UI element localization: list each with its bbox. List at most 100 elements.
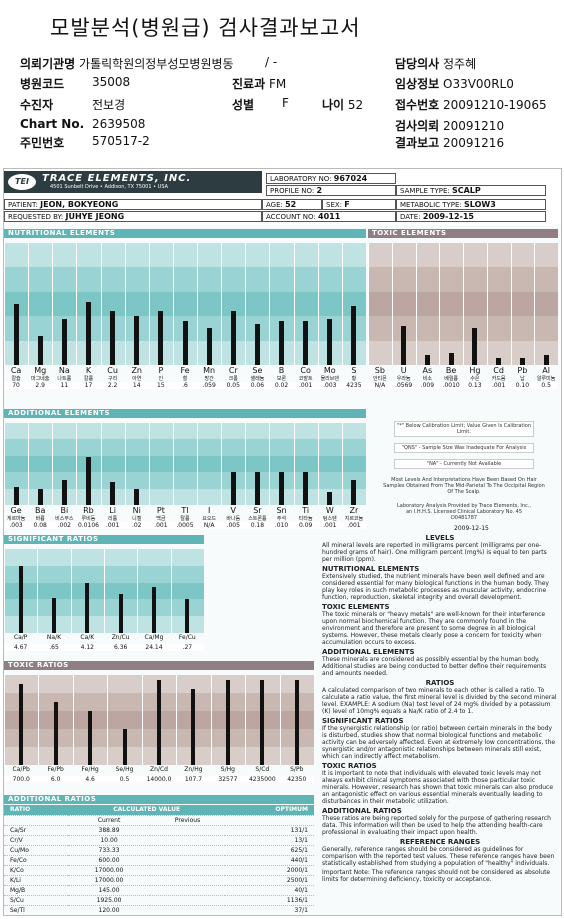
doctor-row: 담당의사 정주혜 [395, 55, 476, 72]
bar-korean-label: 수은 [470, 376, 480, 382]
bar-label: Sb [374, 366, 385, 375]
chart-label: Chart No. [20, 117, 85, 131]
ratio-current: 120.00 [68, 905, 150, 915]
bar-label: I [207, 506, 211, 515]
report-sex-value: F [344, 200, 350, 209]
bar-co [303, 321, 309, 365]
date-value: 2009-12-15 [422, 212, 474, 221]
chart-band [4, 267, 366, 292]
chart-band [4, 243, 366, 268]
column-divider [245, 423, 247, 505]
bar-korean-label: 몰리브덴 [320, 376, 339, 382]
column-divider [72, 675, 74, 765]
column-divider [37, 549, 39, 633]
nutritional-section-title: NUTRITIONAL ELEMENTS [4, 229, 366, 238]
bar-korean-label: 바나듐 [226, 516, 241, 522]
bar-korean-label: 텅스텐 [322, 516, 337, 522]
report-age-value: 52 [285, 200, 297, 209]
column-divider [172, 423, 174, 505]
bar-label: Co [300, 366, 311, 375]
requested-label: REQUESTED BY: [8, 213, 64, 221]
ratio-optimum: 1136/1 [225, 895, 314, 906]
ratio-previous [149, 895, 226, 906]
bar-label: S/Pb [290, 766, 304, 773]
institution-sep: / - [265, 55, 278, 69]
bar-s-pb [294, 679, 299, 765]
column-divider [293, 243, 295, 365]
bar-label: Hg [469, 366, 481, 375]
bar-al [543, 355, 549, 365]
age-value: 52 [347, 98, 364, 112]
bar-ca-pb [19, 684, 24, 765]
ratios-heading: RATIOS [425, 679, 455, 687]
doctor-value: 정주혜 [443, 57, 477, 71]
bar-value: 107.7 [176, 776, 211, 783]
bar-value: .002 [52, 522, 77, 529]
bar-value: .010 [269, 522, 294, 529]
additional-ratios-title: ADDITIONAL RATIOS [4, 795, 314, 804]
ratio-previous [149, 825, 226, 836]
column-divider [486, 243, 488, 365]
bar-korean-label: 보론 [276, 376, 287, 382]
bar-korean-label: 루비듐 [81, 516, 96, 522]
bar-label: S [351, 366, 357, 375]
bar-label: Fe/Pb [47, 766, 64, 773]
add-heading: ADDITIONAL ELEMENTS [322, 648, 415, 656]
column-divider [100, 423, 102, 505]
bar-ca-mg [152, 586, 156, 633]
ratio-row: S/Cu 1925.00 1136/1 [4, 895, 314, 906]
tox-text: The toxic minerals or "heavy metals" are… [322, 611, 546, 646]
bar-ca-k [85, 582, 90, 633]
additional-section-title: ADDITIONAL ELEMENTS [4, 409, 366, 418]
add-text: These minerals are considered as possibl… [322, 656, 547, 677]
clinical-value: O33V00RL0 [443, 77, 514, 91]
explanation-column: LEVELS All mineral levels are reported i… [322, 535, 558, 884]
column-divider [141, 675, 143, 765]
ratio-optimum: 2500/1 [225, 875, 314, 886]
column-divider [148, 243, 150, 365]
bar-zn-cu [118, 594, 123, 633]
bar-value: .65 [37, 644, 71, 651]
ratio-name: Se/Sn [4, 915, 68, 916]
sex-value: F [282, 96, 289, 110]
bar-value: 15 [148, 382, 173, 389]
bar-value: 4.6 [72, 776, 108, 783]
ratio-row: Cu/Mo 733.33 625/1 [4, 845, 314, 856]
column-divider [197, 423, 199, 505]
ratio-name: Cu/Mo [4, 845, 69, 856]
bar-label: Rb [83, 506, 94, 515]
addr-heading: ADDITIONAL RATIOS [322, 807, 402, 815]
bar-label: S/Cd [255, 766, 270, 773]
bar-korean-label: 게르마늄 [6, 516, 26, 522]
bar-value: 4235 [341, 382, 366, 389]
result-value: 20091216 [443, 136, 505, 150]
bar-label: P [158, 366, 164, 375]
column-divider [107, 675, 109, 765]
bar-mo [327, 318, 333, 365]
toxic-ratios-chart: Ca/Pb 700.0 Fe/Pb 6.0 Fe/Hg 4.6 Se/Hg 0.5 Zn/Cd 1… [4, 671, 314, 787]
id-value: 570517-2 [92, 134, 150, 148]
bar-ba [37, 488, 43, 505]
bar-value: .009 [415, 382, 440, 389]
lab-report: TEI TRACE ELEMENTS, INC. 4501 Sunbelt Dr… [3, 168, 562, 916]
code-row: 병원코드 [20, 75, 64, 92]
bar-value: 70 [4, 382, 29, 389]
bar-zn-hg [191, 688, 196, 765]
bar-bi [61, 480, 67, 505]
column-divider [368, 243, 369, 365]
chart-band [4, 472, 366, 489]
bar-korean-label: 비스무스 [55, 516, 74, 522]
ratio-optimum: 0.67/1 [225, 915, 314, 916]
bar-k [85, 301, 91, 365]
bar-zr [351, 480, 357, 505]
bar-fe-pb [53, 702, 58, 765]
bar-label: Al [542, 366, 550, 375]
legend-4: Most Levels And Interpretations Have Bee… [383, 477, 545, 495]
bar-value: .0010 [439, 382, 463, 389]
bar-label: Pb [517, 366, 528, 375]
bar-value: 24.14 [137, 644, 171, 651]
bar-value: .0005 [172, 522, 198, 529]
toxic-section-title: TOXIC ELEMENTS [368, 229, 558, 238]
bar-korean-label: 코발트 [298, 376, 313, 382]
bar-label: Ge [10, 506, 22, 515]
